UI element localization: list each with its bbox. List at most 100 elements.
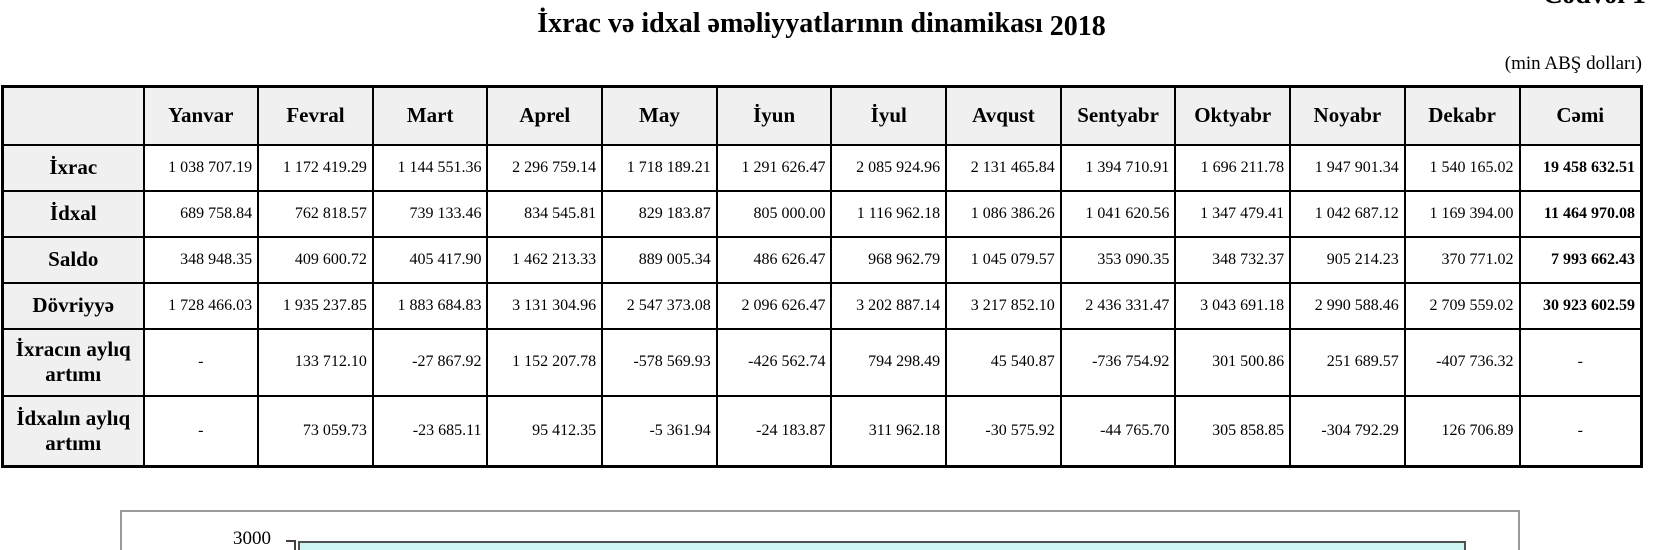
data-cell: 1 038 707.19 bbox=[142, 143, 260, 192]
data-cell: 486 626.47 bbox=[715, 235, 833, 284]
total-cell: 7 993 662.43 bbox=[1518, 235, 1643, 284]
total-cell: - bbox=[1518, 327, 1643, 397]
data-cell: 3 043 691.18 bbox=[1174, 281, 1292, 330]
data-cell: 2 131 465.84 bbox=[945, 143, 1062, 192]
data-cell: 1 394 710.91 bbox=[1059, 143, 1177, 192]
data-cell: -304 792.29 bbox=[1289, 394, 1406, 468]
row-label: Saldo bbox=[1, 235, 145, 284]
data-cell: 311 962.18 bbox=[830, 394, 948, 468]
table-row: İdxalın aylıq artımı -73 059.73 -23 685.11… bbox=[1, 394, 1643, 468]
data-cell: 2 709 559.02 bbox=[1403, 281, 1521, 330]
data-cell: -736 754.92 bbox=[1059, 327, 1177, 397]
data-cell: 1 172 419.29 bbox=[257, 143, 374, 192]
column-header: İyun bbox=[715, 85, 833, 146]
column-header: İyul bbox=[830, 85, 948, 146]
table-body: İxrac 1 038 707.19 1 172 419.29 1 144 551.3… bbox=[1, 143, 1643, 468]
column-header: Sentyabr bbox=[1059, 85, 1177, 146]
data-cell: 301 500.86 bbox=[1174, 327, 1292, 397]
data-cell: 409 600.72 bbox=[257, 235, 374, 284]
data-cell: 834 545.81 bbox=[486, 189, 604, 238]
page-title-year: 2018 bbox=[1049, 11, 1106, 42]
data-cell: 370 771.02 bbox=[1403, 235, 1521, 284]
data-cell: 1 540 165.02 bbox=[1403, 143, 1521, 192]
corner-caption: Cədvəl 1 bbox=[1543, 0, 1646, 11]
data-cell: 73 059.73 bbox=[257, 394, 374, 468]
data-cell: -30 575.92 bbox=[945, 394, 1062, 468]
data-cell: 3 202 887.14 bbox=[830, 281, 948, 330]
header-row: Yanvar Fevral Mart Aprel May İyun İyul Avqust Se… bbox=[1, 85, 1643, 146]
data-cell: 126 706.89 bbox=[1403, 394, 1521, 468]
column-header: Dekabr bbox=[1403, 85, 1521, 146]
data-cell: 889 005.34 bbox=[601, 235, 718, 284]
column-header: Mart bbox=[371, 85, 489, 146]
column-header: Oktyabr bbox=[1174, 85, 1292, 146]
data-cell: 45 540.87 bbox=[945, 327, 1062, 397]
data-cell: 805 000.00 bbox=[715, 189, 833, 238]
data-cell: 348 732.37 bbox=[1174, 235, 1292, 284]
row-label: İxrac bbox=[1, 143, 145, 192]
data-cell: 794 298.49 bbox=[830, 327, 948, 397]
data-cell: 2 296 759.14 bbox=[486, 143, 604, 192]
data-cell: -407 736.32 bbox=[1403, 327, 1521, 397]
data-cell: -23 685.11 bbox=[371, 394, 489, 468]
data-cell: 133 712.10 bbox=[257, 327, 374, 397]
y-axis-max-label: 3000 bbox=[233, 528, 271, 549]
data-cell: 1 144 551.36 bbox=[371, 143, 489, 192]
data-cell: -578 569.93 bbox=[601, 327, 718, 397]
data-cell: 95 412.35 bbox=[486, 394, 604, 468]
table-row: Saldo 348 948.35 409 600.72 405 417.90 1 462… bbox=[1, 235, 1643, 284]
table-row: Dövriyyə 1 728 466.03 1 935 237.85 1 883 68… bbox=[1, 281, 1643, 330]
row-label: Dövriyyə bbox=[1, 281, 145, 330]
data-cell: 1 045 079.57 bbox=[945, 235, 1062, 284]
data-cell: 2 547 373.08 bbox=[601, 281, 718, 330]
page-title-text: İxrac və idxal əməliyyatlarının dinamika… bbox=[537, 8, 1043, 39]
page-title: İxrac və idxal əməliyyatlarının dinamika… bbox=[0, 8, 1643, 42]
data-cell: -24 183.87 bbox=[715, 394, 833, 468]
data-cell: 1 291 626.47 bbox=[715, 143, 833, 192]
data-cell: 1 947 901.34 bbox=[1289, 143, 1406, 192]
table-row: İxrac 1 038 707.19 1 172 419.29 1 144 551.3… bbox=[1, 143, 1643, 192]
column-header: Fevral bbox=[257, 85, 374, 146]
data-cell: 829 183.87 bbox=[601, 189, 718, 238]
data-cell: - bbox=[142, 394, 260, 468]
data-cell: -27 867.92 bbox=[371, 327, 489, 397]
data-cell: 762 818.57 bbox=[257, 189, 374, 238]
data-cell: 1 718 189.21 bbox=[601, 143, 718, 192]
data-cell: 353 090.35 bbox=[1059, 235, 1177, 284]
data-cell: 305 858.85 bbox=[1174, 394, 1292, 468]
data-cell: -5 361.94 bbox=[601, 394, 718, 468]
chart-panel: 3000 bbox=[120, 510, 1520, 550]
data-cell: 1 462 213.33 bbox=[486, 235, 604, 284]
data-cell: - bbox=[142, 327, 260, 397]
data-cell: 905 214.23 bbox=[1289, 235, 1406, 284]
row-label: İdxal bbox=[1, 189, 145, 238]
total-cell: 11 464 970.08 bbox=[1518, 189, 1643, 238]
data-cell: 1 169 394.00 bbox=[1403, 189, 1521, 238]
data-cell: -426 562.74 bbox=[715, 327, 833, 397]
data-cell: 1 883 684.83 bbox=[371, 281, 489, 330]
column-header: Aprel bbox=[486, 85, 604, 146]
data-cell: 2 436 331.47 bbox=[1059, 281, 1177, 330]
data-cell: 2 096 626.47 bbox=[715, 281, 833, 330]
data-cell: 1 347 479.41 bbox=[1174, 189, 1292, 238]
data-cell: 2 990 588.46 bbox=[1289, 281, 1406, 330]
table-header: Yanvar Fevral Mart Aprel May İyun İyul Avqust Se… bbox=[1, 85, 1643, 146]
data-cell: -44 765.70 bbox=[1059, 394, 1177, 468]
table-row: İxracın aylıq artımı -133 712.10 -27 867.9… bbox=[1, 327, 1643, 397]
data-cell: 3 217 852.10 bbox=[945, 281, 1062, 330]
column-header: May bbox=[601, 85, 718, 146]
column-header: Cəmi bbox=[1518, 85, 1643, 146]
total-cell: - bbox=[1518, 394, 1643, 468]
row-label: İxracın aylıq artımı bbox=[1, 327, 145, 397]
corner-cell bbox=[1, 85, 145, 146]
table-row: İdxal 689 758.84 762 818.57 739 133.46 834 5… bbox=[1, 189, 1643, 238]
data-cell: 968 962.79 bbox=[830, 235, 948, 284]
data-cell: 1 042 687.12 bbox=[1289, 189, 1406, 238]
total-cell: 30 923 602.59 bbox=[1518, 281, 1643, 330]
y-axis-line bbox=[294, 540, 296, 550]
data-cell: 1 935 237.85 bbox=[257, 281, 374, 330]
data-cell: 1 152 207.78 bbox=[486, 327, 604, 397]
data-cell: 251 689.57 bbox=[1289, 327, 1406, 397]
data-cell: 1 041 620.56 bbox=[1059, 189, 1177, 238]
